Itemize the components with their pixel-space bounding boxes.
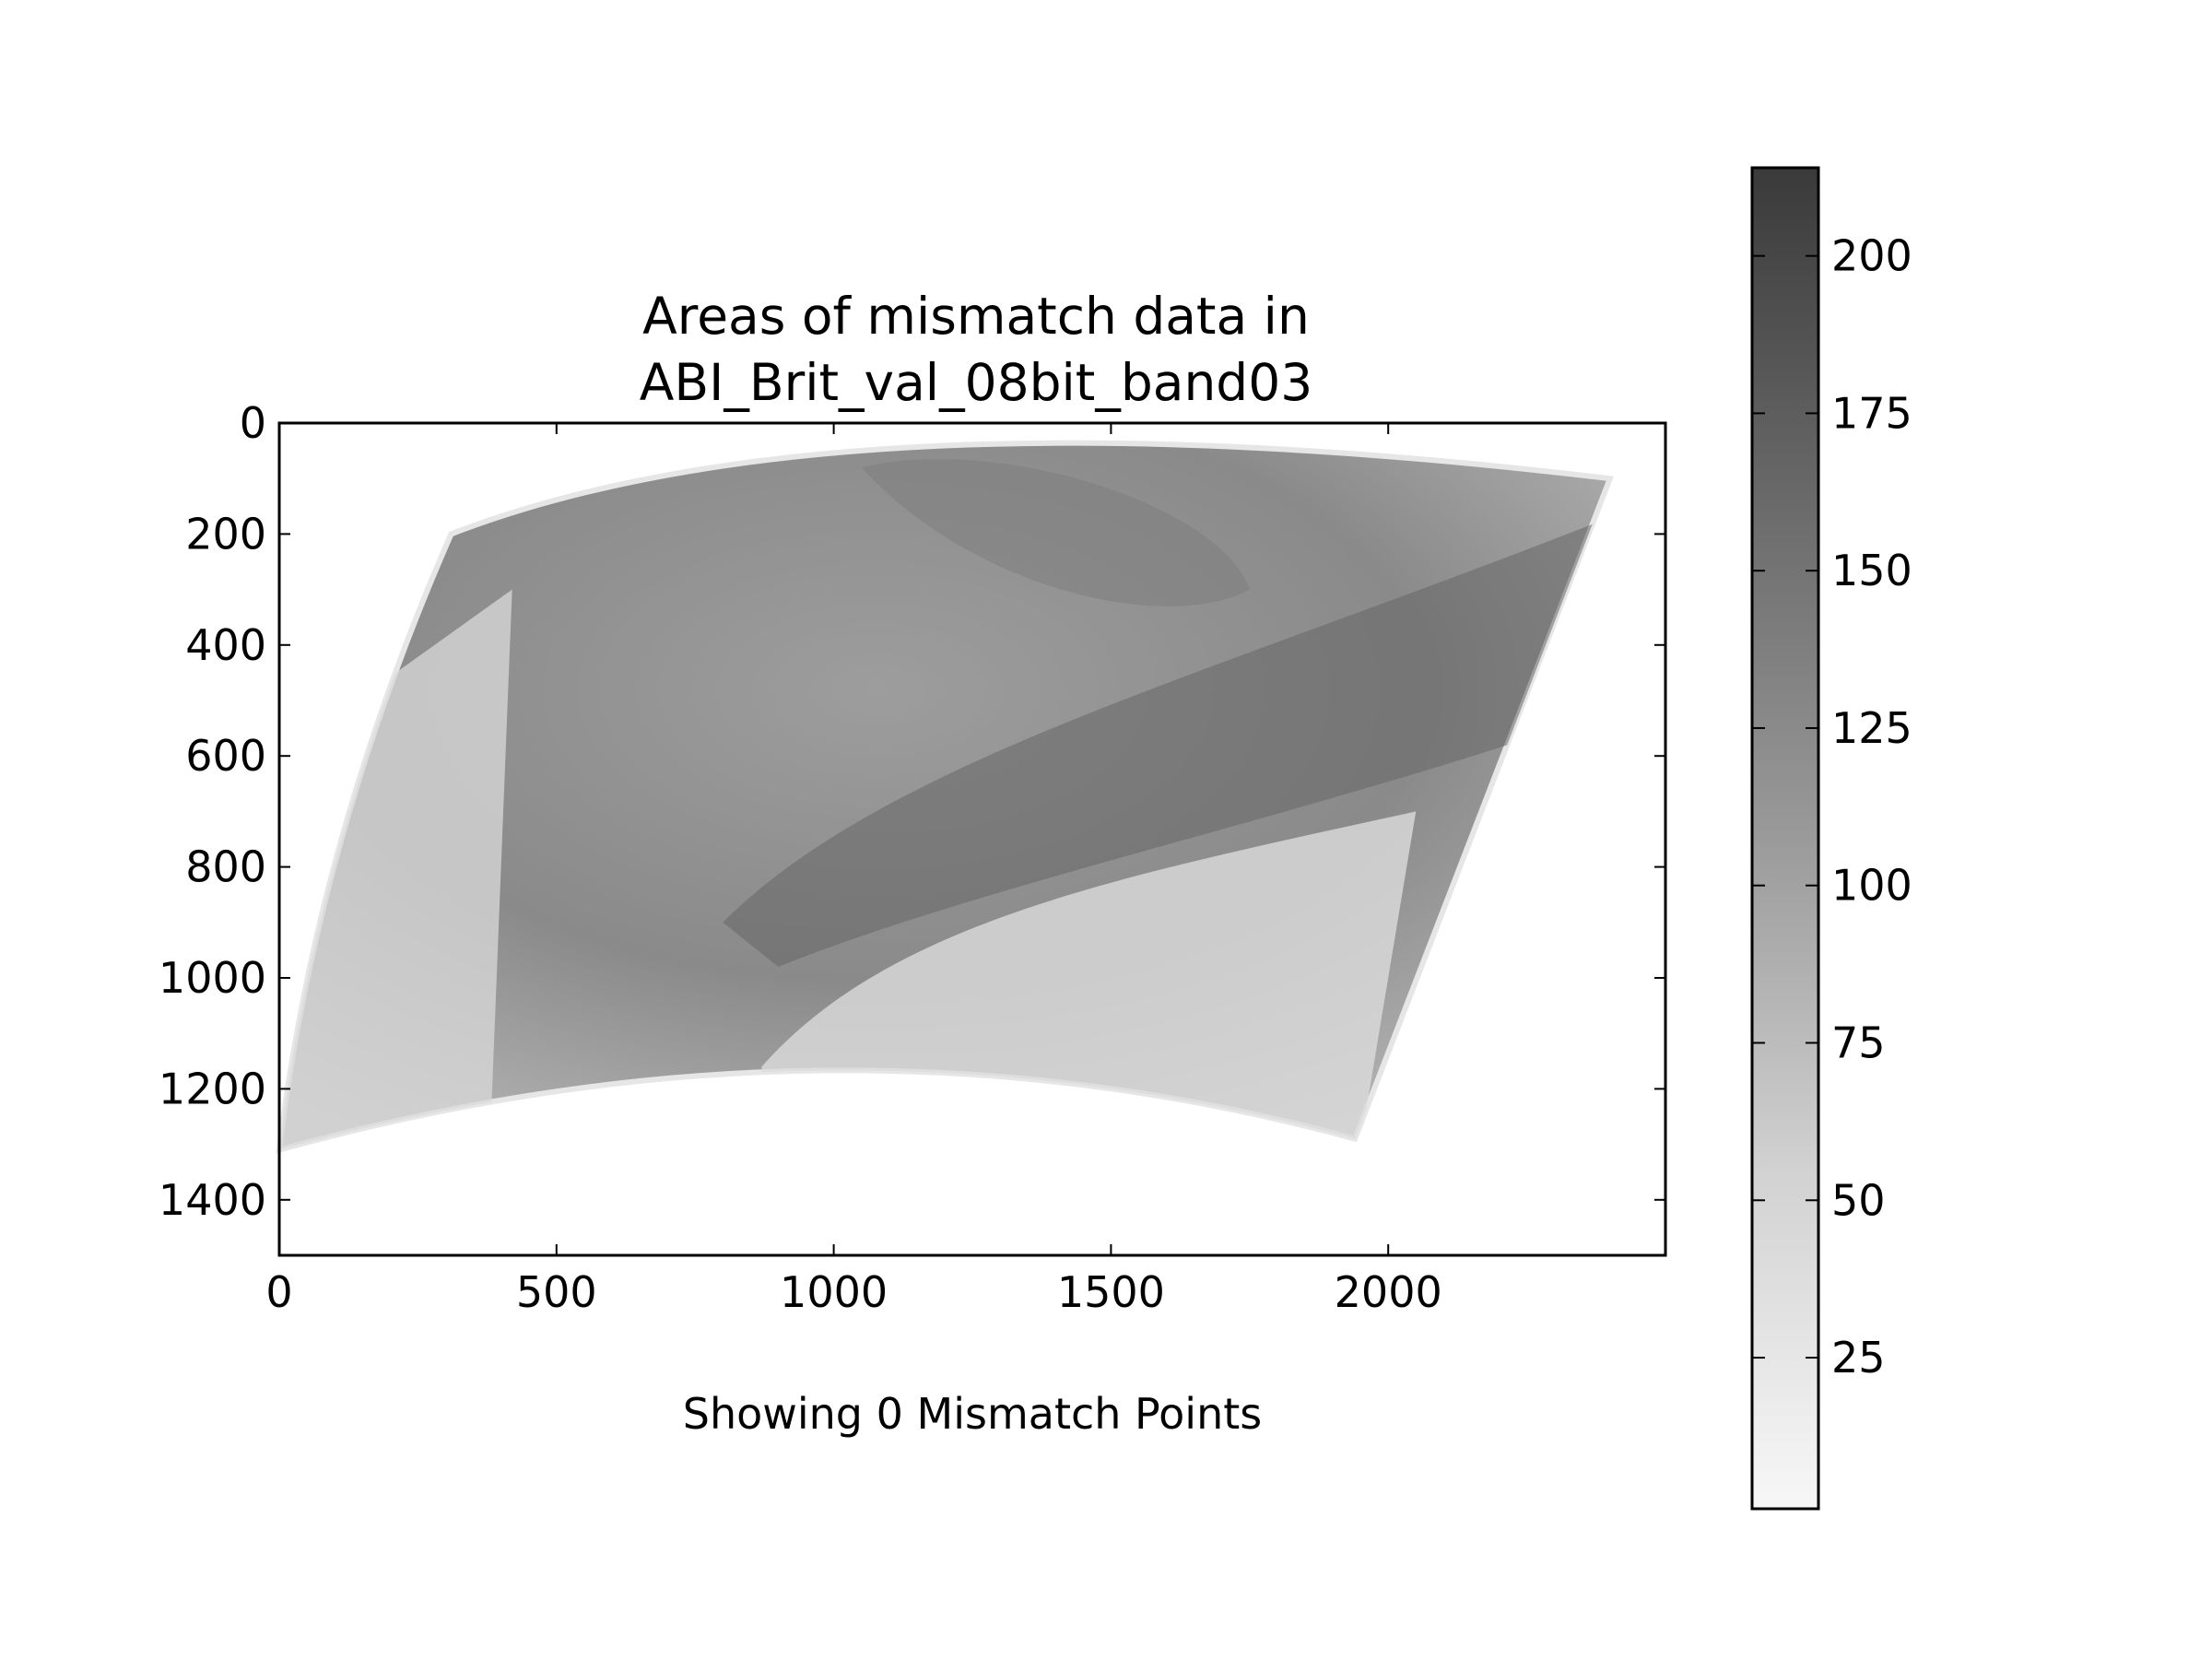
- y-tick-label: 0: [240, 398, 266, 448]
- y-tick-label: 800: [185, 842, 266, 892]
- plot-area: 0 500 1000 1500 2000 0 200 400 600 800 1000 1200 14…: [159, 398, 1667, 1317]
- x-tick-label: 1000: [780, 1267, 888, 1317]
- y-axis: 0 200 400 600 800 1000 1200 1400: [159, 398, 1665, 1225]
- y-tick-label: 1200: [159, 1064, 266, 1113]
- plot-frame: [277, 421, 1667, 1257]
- y-tick-label: 1000: [159, 953, 266, 1003]
- colorbar-tick-label: 175: [1831, 388, 1912, 438]
- x-tick-label: 2000: [1335, 1267, 1442, 1317]
- cloud-north: [861, 459, 1250, 606]
- mismatch-caption: Showing 0 Mismatch Points: [683, 1389, 1262, 1439]
- image-texture: [279, 459, 1610, 1150]
- colorbar-tick-label: 50: [1831, 1175, 1886, 1225]
- x-tick-label: 500: [516, 1267, 597, 1317]
- colorbar-tick-label: 150: [1831, 546, 1912, 595]
- y-tick-label: 600: [185, 731, 266, 781]
- colorbar-ticks: 25 50 75 100 125 150 175 200: [1752, 231, 1912, 1382]
- x-tick-label: 0: [265, 1267, 292, 1317]
- chart-title-line-1: Areas of mismatch data in: [642, 287, 1310, 346]
- x-tick-label: 1500: [1057, 1267, 1165, 1317]
- cloud-band: [723, 506, 1610, 967]
- colorbar: 25 50 75 100 125 150 175 200: [1750, 166, 1912, 1511]
- colorbar-tick-label: 100: [1831, 861, 1912, 911]
- colorbar-gradient: [1750, 166, 1820, 1511]
- y-tick-label: 1400: [159, 1175, 266, 1225]
- colorbar-tick-label: 25: [1831, 1333, 1886, 1382]
- chart-title-line-2: ABI_Brit_val_08bit_band03: [640, 353, 1312, 412]
- colorbar-tick-label: 200: [1831, 231, 1912, 281]
- colorbar-tick-label: 125: [1831, 703, 1912, 753]
- clear-region-south: [761, 811, 1417, 1145]
- colorbar-tick-label: 75: [1831, 1018, 1886, 1068]
- y-tick-label: 400: [185, 620, 266, 670]
- y-tick-label: 200: [185, 509, 266, 559]
- x-axis: 0 500 1000 1500 2000: [265, 423, 1442, 1317]
